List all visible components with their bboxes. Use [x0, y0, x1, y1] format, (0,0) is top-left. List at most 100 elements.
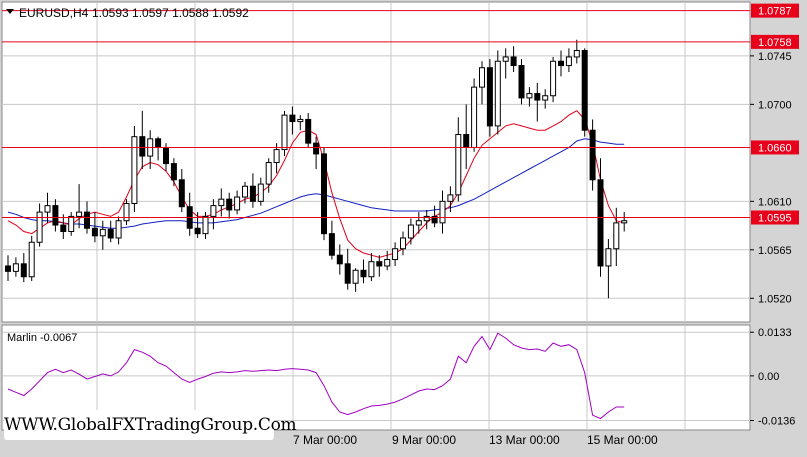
- candle-body: [107, 228, 114, 239]
- candle-body: [542, 95, 549, 101]
- candle-body: [44, 205, 51, 213]
- candle-body: [202, 215, 209, 235]
- time-tick-label: 15 Mar 00:00: [587, 433, 658, 447]
- candle-body: [68, 215, 75, 232]
- candle-body: [12, 263, 19, 272]
- candle-body: [439, 200, 446, 224]
- candle-body: [321, 153, 327, 235]
- chart-menu-arrow-icon[interactable]: [6, 9, 14, 14]
- candle-body: [131, 136, 138, 204]
- price-tick-label: 1.0745: [758, 51, 792, 63]
- candle-body: [486, 67, 493, 127]
- candle-body: [289, 114, 296, 123]
- level-tag: [751, 140, 799, 155]
- ohlc-values: 1.0593 1.0597 1.0588 1.0592: [92, 6, 249, 20]
- candle-body: [20, 263, 27, 278]
- candle-body: [415, 220, 422, 226]
- candles: [5, 39, 628, 299]
- candle-body: [360, 269, 367, 278]
- indicator-tick-label: 0.0133: [758, 327, 792, 339]
- indicator-label: Marlin -0.0067: [7, 332, 77, 344]
- marlin-indicator: [7, 332, 625, 420]
- candle-body: [210, 205, 217, 217]
- candle-body: [573, 49, 580, 58]
- grid: [2, 2, 750, 430]
- candle-body: [621, 220, 628, 224]
- candle-body: [84, 211, 90, 229]
- candle-body: [313, 142, 320, 155]
- level-tag-label: 1.0787: [758, 6, 792, 18]
- candle-body: [376, 261, 383, 267]
- price-tick-label: 1.0565: [758, 245, 792, 257]
- candle-body: [242, 185, 248, 198]
- candle-body: [123, 202, 130, 222]
- candle-body: [234, 196, 241, 211]
- candle-body: [479, 67, 485, 88]
- candle-body: [384, 259, 391, 267]
- level-tag-label: 1.0660: [758, 142, 792, 154]
- candle-body: [494, 60, 501, 127]
- candle-body: [550, 60, 557, 97]
- candle-body: [91, 227, 98, 237]
- candle-body: [558, 60, 564, 67]
- level-tag: [751, 210, 799, 225]
- level-tag: [751, 3, 799, 18]
- candle-body: [297, 118, 304, 123]
- candle-body: [139, 136, 146, 157]
- candle-body: [431, 215, 438, 224]
- horizontal-levels: 1.0787 1.0758 1.0660 1.0595: [2, 3, 799, 225]
- time-tick-label: 13 Mar 00:00: [489, 433, 560, 447]
- candle-body: [368, 261, 375, 278]
- candle-body: [273, 149, 280, 164]
- candle-body: [170, 163, 177, 181]
- candle-body: [218, 198, 225, 207]
- indicator-tick-label: 0.00: [758, 371, 779, 383]
- axes: 1.0745 1.0700 1.0610 1.0565 1.0520 0.0133 0.00…: [293, 51, 795, 447]
- price-tick-label: 1.0700: [758, 99, 792, 111]
- candle-body: [36, 211, 43, 243]
- candle-body: [581, 49, 588, 131]
- time-tick-label: 7 Mar 00:00: [293, 433, 357, 447]
- level-tag-label: 1.0595: [758, 212, 792, 224]
- candle-body: [336, 254, 343, 265]
- candle-body: [194, 227, 201, 235]
- symbol-label: EURUSD,H4: [19, 6, 89, 20]
- candle-body: [99, 228, 106, 237]
- candle-body: [597, 179, 604, 267]
- price-tick-label: 1.0610: [758, 196, 792, 208]
- candle-body: [5, 265, 11, 272]
- candle-body: [605, 248, 612, 267]
- candle-body: [455, 134, 462, 196]
- candle-body: [60, 224, 67, 232]
- candle-body: [407, 224, 414, 239]
- level-tag: [751, 34, 799, 49]
- candle-body: [226, 198, 233, 211]
- candle-body: [400, 237, 406, 250]
- ma-fast-line: [7, 110, 625, 258]
- marlin-line: [7, 332, 625, 420]
- candle-body: [28, 241, 35, 278]
- candle-body: [463, 134, 470, 148]
- candle-body: [526, 93, 533, 99]
- candle-body: [392, 248, 399, 261]
- candle-body: [447, 194, 454, 202]
- level-tag-label: 1.0758: [758, 37, 792, 49]
- time-tick-label: 9 Mar 00:00: [392, 433, 456, 447]
- candle-body: [328, 233, 335, 256]
- candle-body: [613, 222, 620, 250]
- indicator-tick-label: -0.0136: [758, 415, 795, 427]
- candle-body: [155, 138, 162, 148]
- candle-body: [76, 211, 83, 217]
- candle-body: [305, 118, 312, 144]
- candle-body: [344, 263, 351, 284]
- candle-body: [565, 56, 572, 67]
- candle-body: [281, 114, 288, 151]
- candle-body: [163, 146, 169, 165]
- candle-body: [423, 215, 430, 222]
- candle-body: [502, 56, 509, 62]
- candle-body: [52, 205, 59, 226]
- candle-body: [352, 269, 359, 284]
- candle-body: [265, 162, 272, 185]
